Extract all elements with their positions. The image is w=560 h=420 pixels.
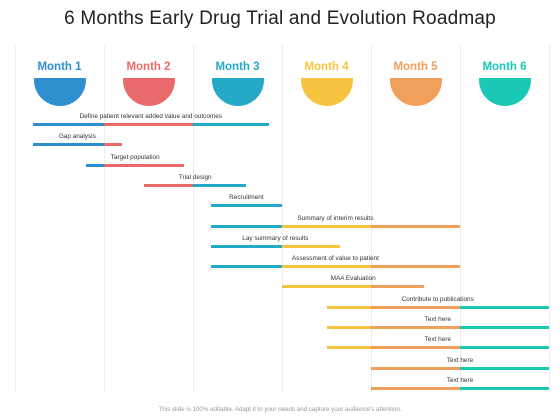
month-half-circle bbox=[33, 78, 86, 106]
task-bar-segment bbox=[371, 386, 460, 390]
task-label: MAA Evaluation bbox=[330, 275, 376, 283]
footer-note: This slide is 100% editable. Adapt it to… bbox=[158, 406, 402, 413]
task-label: Define patient relevant added value and … bbox=[79, 113, 222, 120]
task-bar-segment bbox=[210, 265, 282, 269]
task-bar-segment bbox=[371, 305, 460, 309]
task-bar-segment bbox=[460, 326, 549, 329]
page-title: 6 Months Early Drug Trial and Evolution … bbox=[64, 8, 496, 29]
task-bar-segment bbox=[193, 123, 269, 126]
task-label: Assessment of value to patient bbox=[291, 255, 379, 263]
task-label: Summary of interim results bbox=[297, 214, 374, 222]
task-bar-segment bbox=[371, 366, 460, 370]
task-bar-segment bbox=[326, 305, 371, 309]
task-bar-segment bbox=[282, 224, 371, 228]
task-bar-segment bbox=[460, 366, 549, 370]
month-half-circle bbox=[478, 78, 531, 106]
task-bar-segment bbox=[371, 285, 425, 289]
task-bar-segment bbox=[104, 123, 193, 126]
month-label: Month 4 bbox=[304, 61, 349, 73]
task-bar-segment bbox=[326, 326, 371, 329]
task-bar-segment bbox=[371, 224, 460, 228]
task-label: Gap analysis bbox=[58, 133, 96, 141]
month-half-circle bbox=[211, 78, 264, 106]
month-half-circle bbox=[122, 78, 175, 106]
task-bar-segment bbox=[32, 143, 104, 147]
month-label: Month 5 bbox=[393, 61, 438, 73]
task-label: Lay summary of results bbox=[242, 234, 309, 242]
month-label: Month 1 bbox=[37, 61, 82, 73]
month-label: Month 6 bbox=[482, 61, 527, 73]
task-bar-segment bbox=[371, 326, 460, 329]
task-bar-segment bbox=[460, 346, 549, 350]
task-bar-segment bbox=[104, 143, 122, 147]
month-gridline bbox=[460, 45, 461, 393]
month-gridline bbox=[371, 45, 372, 393]
task-bar-segment bbox=[326, 346, 371, 350]
month-gridline bbox=[15, 45, 16, 393]
task-label: Trial design bbox=[178, 173, 212, 181]
task-bar-segment bbox=[460, 305, 549, 309]
task-bar-segment bbox=[282, 285, 371, 289]
task-bar-segment bbox=[144, 183, 193, 187]
task-bar-segment bbox=[86, 163, 104, 167]
task-bar-segment bbox=[460, 386, 549, 390]
task-label: Text here bbox=[424, 336, 451, 344]
month-gridline bbox=[549, 45, 550, 393]
task-label: Recruitment bbox=[229, 194, 264, 202]
task-bar-segment bbox=[104, 163, 185, 167]
month-half-circle bbox=[389, 78, 442, 106]
task-label: Text here bbox=[446, 356, 474, 364]
task-bar-segment bbox=[282, 244, 340, 248]
task-bar-segment bbox=[282, 265, 371, 269]
month-label: Month 3 bbox=[215, 61, 260, 73]
task-bar-segment bbox=[210, 244, 282, 248]
task-bar-segment bbox=[371, 346, 460, 350]
task-bar-segment bbox=[210, 204, 282, 208]
month-gridline bbox=[193, 45, 194, 393]
task-label: Text here bbox=[424, 316, 451, 323]
month-gridline bbox=[282, 45, 283, 393]
month-gridline bbox=[104, 45, 105, 393]
month-label: Month 2 bbox=[126, 61, 171, 73]
task-bar-segment bbox=[32, 123, 104, 126]
month-half-circle bbox=[300, 78, 353, 106]
task-label: Text here bbox=[446, 376, 474, 384]
task-label: Target population bbox=[110, 153, 160, 161]
task-bar-segment bbox=[193, 183, 247, 187]
task-bar-segment bbox=[210, 224, 282, 228]
task-bar-segment bbox=[371, 265, 460, 269]
task-label: Contribute to publications bbox=[401, 295, 474, 303]
